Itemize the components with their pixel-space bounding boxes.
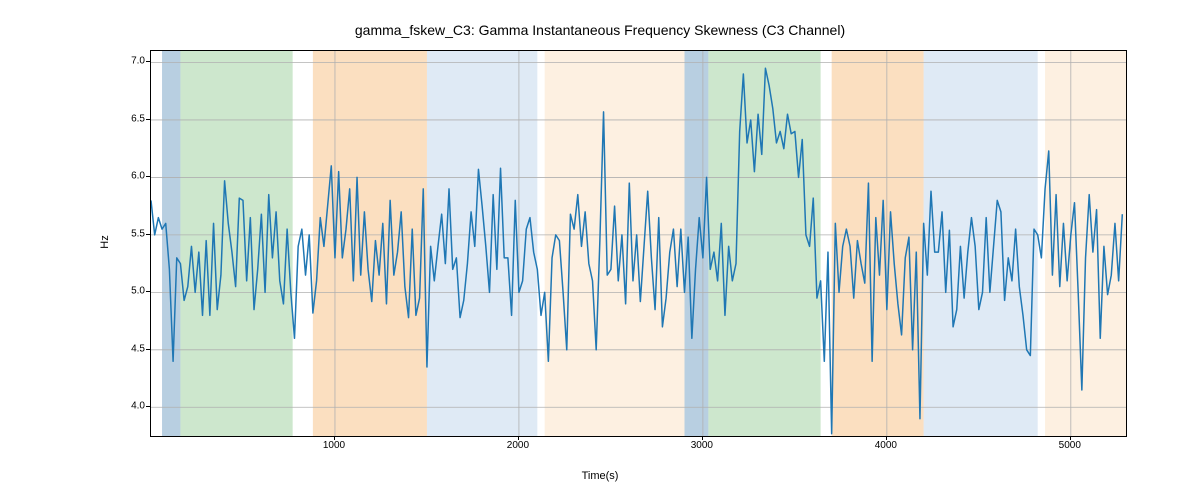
- y-tick-label: 4.0: [115, 401, 145, 412]
- background-band: [545, 51, 685, 436]
- y-tick-mark: [146, 406, 150, 407]
- chart-title: gamma_fskew_C3: Gamma Instantaneous Freq…: [0, 22, 1200, 38]
- background-band: [708, 51, 820, 436]
- y-tick-mark: [146, 234, 150, 235]
- background-band: [162, 51, 180, 436]
- y-tick-mark: [146, 176, 150, 177]
- figure: gamma_fskew_C3: Gamma Instantaneous Freq…: [0, 0, 1200, 500]
- y-tick-label: 5.0: [115, 286, 145, 297]
- background-band: [180, 51, 292, 436]
- plot-svg: [151, 51, 1126, 436]
- x-tick-label: 5000: [1059, 440, 1081, 451]
- background-band: [313, 51, 427, 436]
- background-band: [924, 51, 1038, 436]
- y-tick-mark: [146, 119, 150, 120]
- x-axis-label: Time(s): [0, 470, 1200, 482]
- x-tick-label: 4000: [875, 440, 897, 451]
- y-tick-mark: [146, 291, 150, 292]
- y-axis-label: Hz: [99, 235, 111, 248]
- y-tick-label: 4.5: [115, 343, 145, 354]
- x-tick-label: 1000: [323, 440, 345, 451]
- y-tick-label: 5.5: [115, 228, 145, 239]
- x-tick-label: 3000: [691, 440, 713, 451]
- y-tick-label: 7.0: [115, 56, 145, 67]
- y-tick-mark: [146, 349, 150, 350]
- plot-area: [150, 50, 1127, 437]
- y-tick-label: 6.0: [115, 171, 145, 182]
- x-tick-label: 2000: [507, 440, 529, 451]
- y-tick-label: 6.5: [115, 113, 145, 124]
- y-tick-mark: [146, 61, 150, 62]
